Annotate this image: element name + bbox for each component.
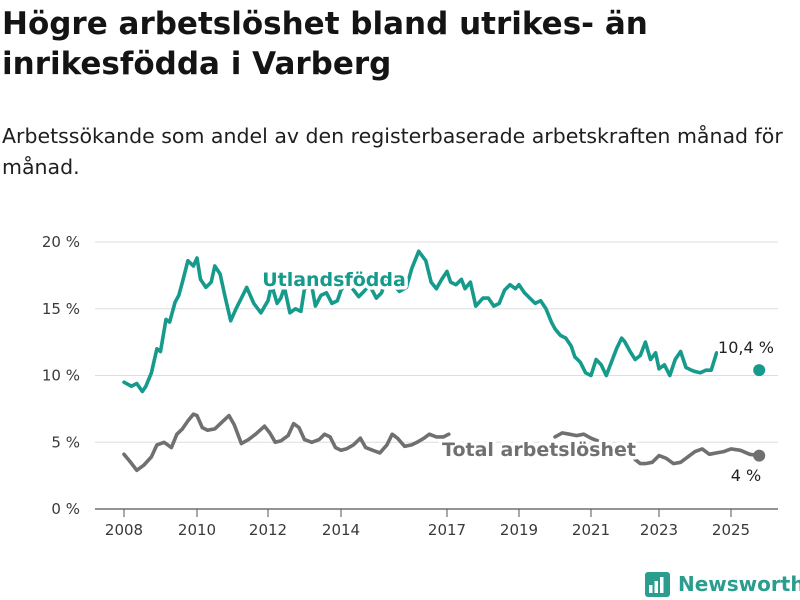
series-total-line <box>553 431 600 443</box>
y-tick-label: 15 % <box>42 300 80 318</box>
series-utlandsfodda-endpoint <box>753 364 766 377</box>
series-utlandsfodda-line <box>122 249 719 394</box>
x-tick-label: 2008 <box>105 521 143 539</box>
y-tick-label: 5 % <box>51 433 80 451</box>
chart-title: Högre arbetslöshet bland utrikes- än inr… <box>2 6 648 82</box>
x-tick-label: 2014 <box>322 521 360 539</box>
series-label-total: Total arbetslöshet <box>442 439 636 461</box>
series-total-line <box>122 412 451 473</box>
x-tick-label: 2012 <box>249 521 287 539</box>
bar-chart-logo-icon <box>645 571 670 597</box>
x-tick-label: 2025 <box>712 521 750 539</box>
brand-name: Newsworthy <box>678 572 800 596</box>
series-total-line <box>633 447 761 466</box>
end-value-label-total: 4 % <box>731 466 761 485</box>
chart-subtitle: Arbetssökande som andel av den registerb… <box>2 124 783 179</box>
series-label-utlandsfodda: Utlandsfödda <box>262 269 406 291</box>
series-total-endpoint <box>753 449 766 462</box>
x-tick-label: 2021 <box>572 521 610 539</box>
x-tick-label: 2023 <box>640 521 678 539</box>
x-tick-label: 2019 <box>500 521 538 539</box>
y-tick-label: 10 % <box>42 367 80 385</box>
x-tick-label: 2017 <box>428 521 466 539</box>
end-value-label-utlandsfodda: 10,4 % <box>718 338 774 357</box>
y-tick-label: 20 % <box>42 233 80 251</box>
y-tick-label: 0 % <box>51 500 80 518</box>
x-tick-label: 2010 <box>178 521 216 539</box>
brand-logo: Newsworthy <box>645 570 800 598</box>
